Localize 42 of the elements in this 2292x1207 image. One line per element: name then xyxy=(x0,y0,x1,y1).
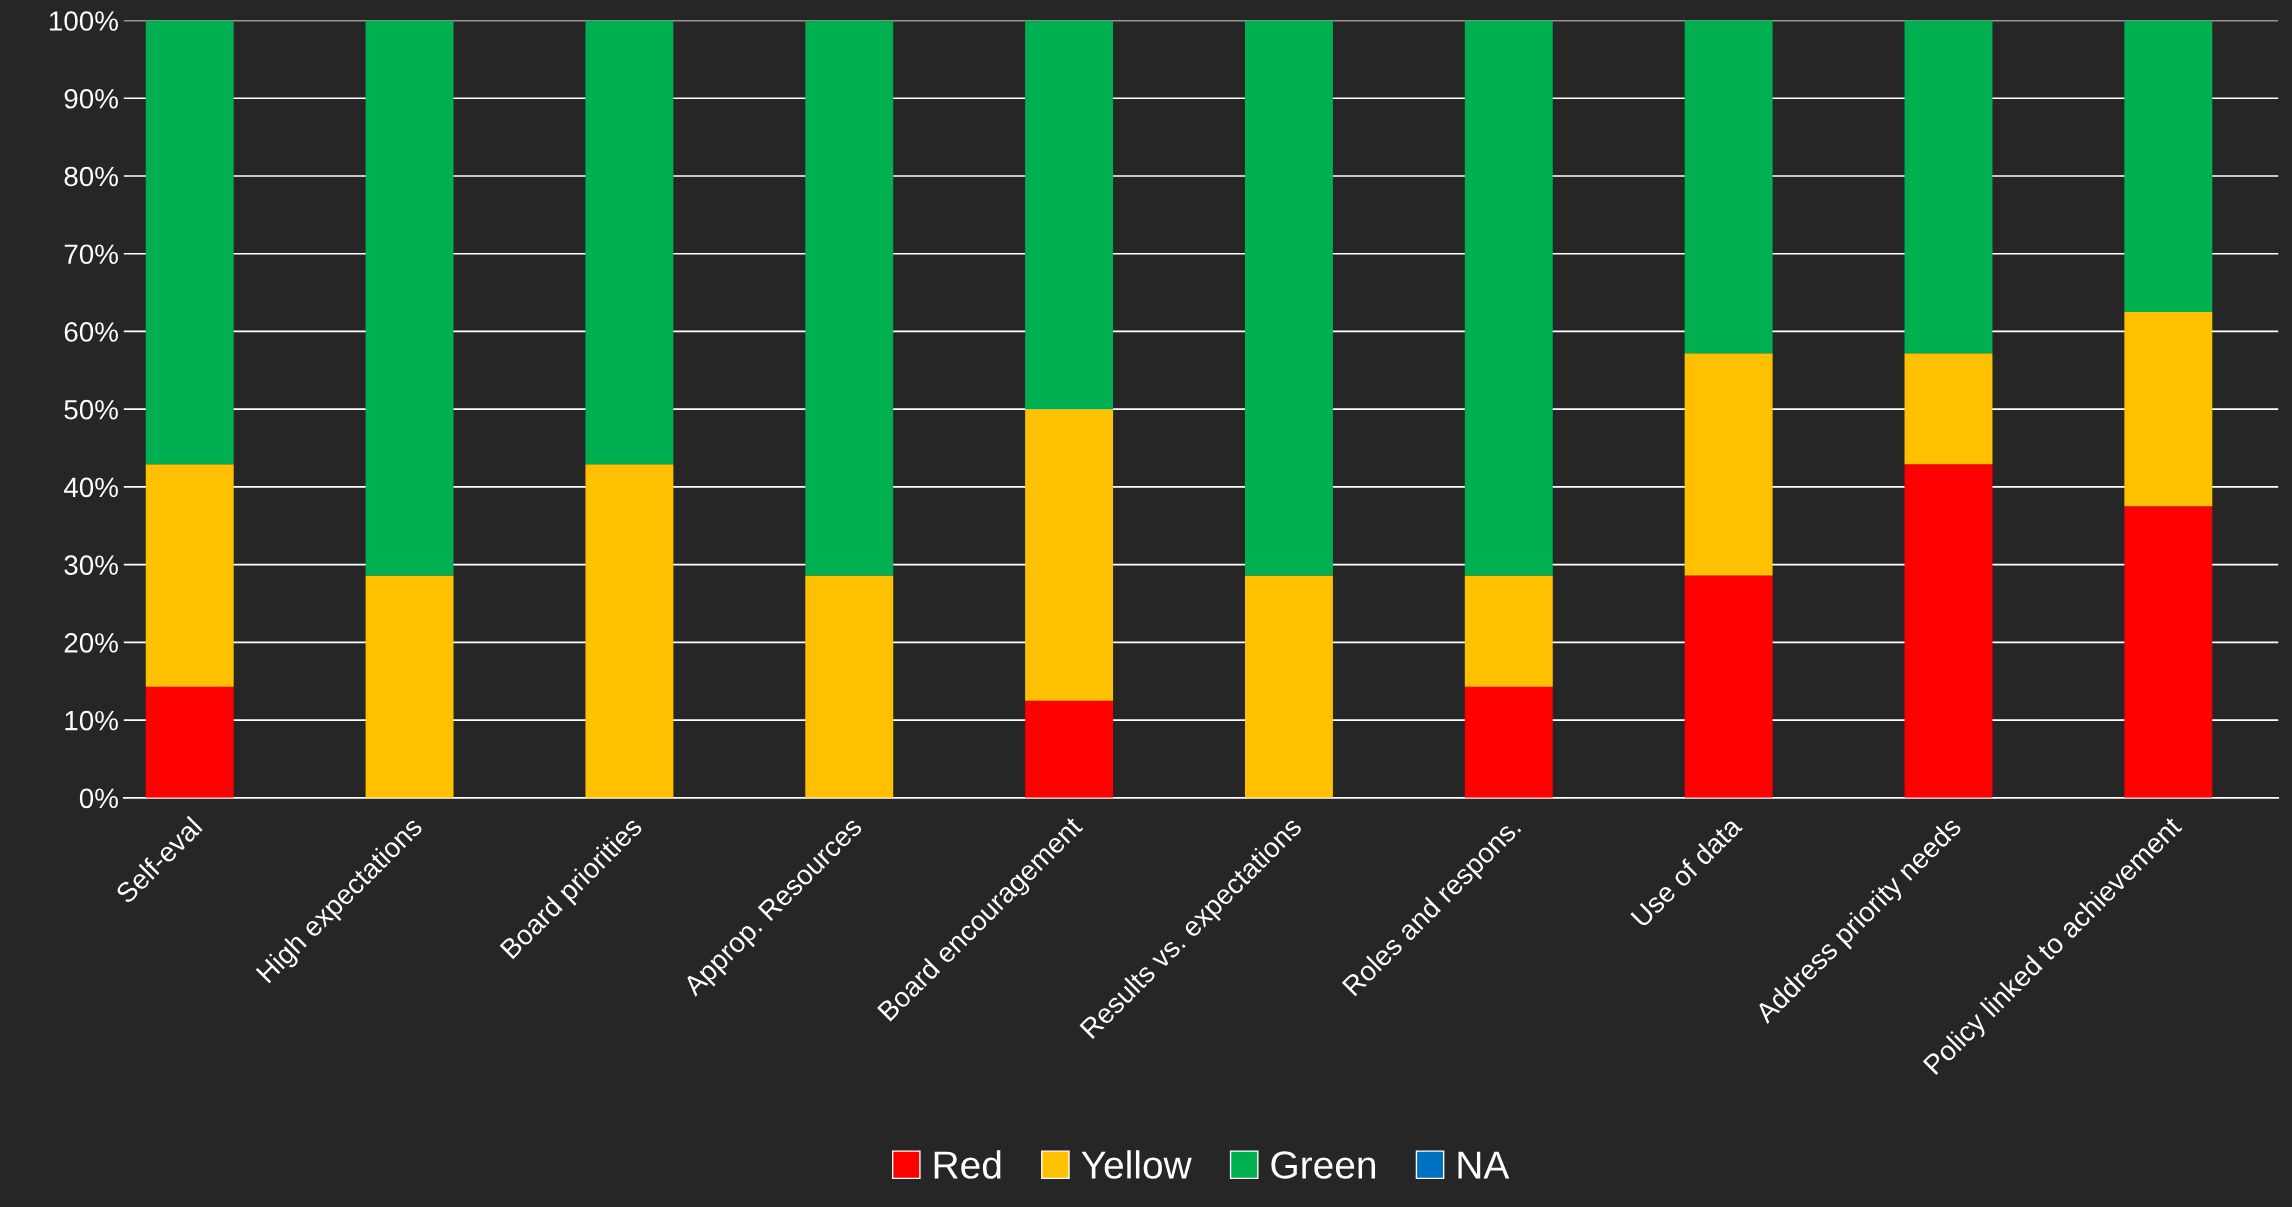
bar xyxy=(1244,20,1333,576)
bar xyxy=(1684,20,1773,354)
y-tick-label: 50% xyxy=(64,399,118,420)
bar xyxy=(365,575,454,798)
bar xyxy=(1904,353,1993,465)
y-tick-label: 10% xyxy=(65,710,118,731)
bar xyxy=(365,20,454,576)
bar xyxy=(1464,20,1553,576)
bar xyxy=(145,464,234,687)
y-tick-label: 0% xyxy=(79,788,118,809)
bar xyxy=(1025,20,1114,410)
y-tick-label: 40% xyxy=(63,477,118,498)
y-tick-label: 60% xyxy=(64,322,118,342)
x-tick-label: Use of data xyxy=(1629,814,1744,928)
bar xyxy=(1244,575,1333,798)
bar xyxy=(1025,700,1114,798)
bar xyxy=(805,575,894,798)
legend-label: Green xyxy=(1271,1151,1376,1179)
bar xyxy=(1904,464,1993,798)
y-tick-label: 90% xyxy=(64,88,118,109)
bar xyxy=(1904,20,1993,354)
bar xyxy=(585,20,674,465)
legend-label: Yellow xyxy=(1081,1150,1192,1179)
bar xyxy=(1684,353,1773,576)
bar xyxy=(585,464,674,798)
bar xyxy=(145,20,234,465)
bar xyxy=(2124,312,2213,507)
y-tick-label: 30% xyxy=(64,555,118,575)
legend-label: Red xyxy=(934,1150,1001,1179)
y-tick-label: 20% xyxy=(64,633,118,653)
bar xyxy=(1025,409,1114,701)
y-tick-label: 70% xyxy=(64,244,118,265)
bar xyxy=(1684,575,1773,798)
bar xyxy=(2124,506,2213,798)
y-tick-label: 80% xyxy=(64,166,118,187)
bar xyxy=(1464,575,1553,687)
bar xyxy=(805,20,894,576)
y-tick-label: 100% xyxy=(49,11,118,31)
bar xyxy=(145,686,234,798)
bar xyxy=(2124,20,2213,313)
legend-label: NA xyxy=(1458,1151,1510,1179)
bar xyxy=(1464,686,1553,798)
